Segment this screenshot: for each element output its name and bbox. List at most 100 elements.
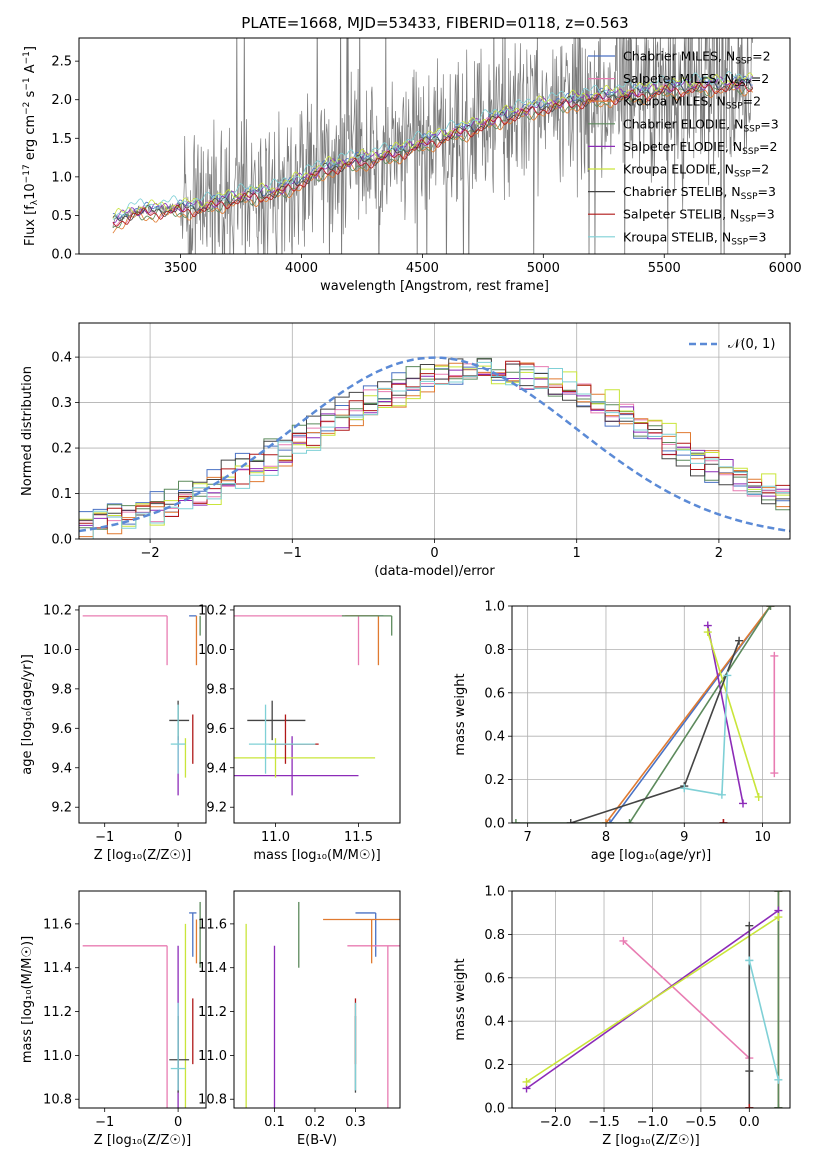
legend-label: Kroupa ELODIE, NSSP=2 [623,162,769,180]
plot-area-age_Z [82,615,201,796]
x-axis-label: (data-model)/error [374,564,495,579]
y-tick-label: 10.0 [43,643,72,658]
model-line [112,72,754,219]
x-axis-label: Z [log₁₀(Z/Z☉)] [602,1133,699,1148]
model-line [112,75,754,224]
x-tick-label: 6000 [769,261,802,276]
y-tick-label: 10.8 [43,1093,72,1108]
x-tick-label: −0.5 [685,1115,717,1130]
x-tick-label: −1 [283,546,302,561]
legend-label: Salpeter ELODIE, NSSP=2 [623,139,777,157]
x-tick-label: 1 [573,546,581,561]
y-tick-label: 9.4 [51,761,72,776]
y-tick-label: 0.2 [484,773,505,788]
x-tick-label: 0.2 [305,1115,326,1130]
panel-residuals: −2 −1 0 1 2 0.0 0.1 0.2 0.3 0.4 (data-model)/error… [20,322,791,579]
ssp-point [723,671,732,680]
y-tick-label: 2.0 [51,93,72,108]
figure-title: PLATE=1668, MJD=53433, FIBERID=0118, z=0… [241,14,628,32]
y-tick-label: 0.8 [484,928,505,943]
x-tick-label: −1 [95,1115,114,1130]
y-tick-label: 1.0 [484,600,505,615]
y-tick-label: 11.2 [43,1005,72,1020]
ssp-weight-line [570,640,740,823]
plot-area-mass_Z [82,901,201,1108]
y-tick-label: 10.0 [198,643,227,658]
axes-frame [78,37,791,255]
y-tick-label: 11.6 [198,917,227,932]
x-tick-label: 0.1 [264,1115,285,1130]
y-tick-label: 0.6 [484,971,505,986]
ssp-point [619,936,628,945]
y-tick-label: 11.0 [198,1049,227,1064]
normal-curve [79,356,790,533]
y-tick-label: 10.2 [43,603,72,618]
plot-area-spectrum [112,38,754,254]
y-axis-label: mass [log₁₀(M/M☉)] [20,936,35,1063]
y-tick-label: 11.6 [43,917,72,932]
x-tick-label: 10 [754,830,771,845]
x-tick-label: −1.0 [637,1115,669,1130]
y-tick-label: 1.0 [484,885,505,900]
y-tick-label: 0.0 [484,817,505,832]
axes-frame [511,605,791,824]
x-tick-label: 11.0 [261,830,290,845]
x-tick-label: −1.5 [588,1115,620,1130]
y-tick-label: 0.3 [51,396,72,411]
y-tick-label: 1.5 [51,132,72,147]
y-tick-label: 0.0 [51,533,72,548]
y-tick-label: 0.8 [484,643,505,658]
x-tick-label: −2.0 [540,1115,572,1130]
x-axis-label: E(B-V) [297,1133,337,1148]
ssp-point [770,769,779,778]
y-tick-label: 9.6 [206,722,227,737]
model-line [112,83,754,234]
legend-label: Kroupa MILES, NSSP=2 [623,94,761,112]
panel-weight_age: 7 8 9 10 0.0 0.2 0.4 0.6 0.8 1.0 age [log₁₀(age/yr… [453,600,791,863]
y-tick-label: 9.8 [206,682,227,697]
ssp-point [754,792,763,801]
ssp-point [745,921,754,930]
panel-weight_Z: −2.0 −1.5 −1.0 −0.5 0.0 0.0 0.2 0.4 0.6 0.8 1.0 Z [… [453,885,791,1148]
axes-frame [233,890,401,1109]
ssp-point [735,636,744,645]
ssp-weight-line [526,916,779,1083]
x-tick-label: 5500 [648,261,681,276]
ssp-weight-line [707,631,760,798]
ssp-weight-line [622,940,750,1059]
y-axis-label: age [log₁₀(age/yr)] [20,654,35,775]
ssp-point [770,651,779,660]
y-tick-label: 10.8 [198,1093,227,1108]
x-tick-label: 2 [715,546,723,561]
y-tick-label: 0.4 [484,1015,505,1030]
y-tick-label: 11.2 [198,1005,227,1020]
x-tick-label: 0.0 [739,1115,760,1130]
plot-area-age_mass [234,615,393,796]
y-tick-label: 0.6 [484,686,505,701]
axes-frame [511,890,791,1109]
x-tick-label: 4500 [406,261,439,276]
legend-label: Kroupa STELIB, NSSP=3 [623,229,767,247]
x-tick-label: 9 [680,830,688,845]
x-axis-label: Z [log₁₀(Z/Z☉)] [94,848,191,863]
y-tick-label: 1.0 [51,170,72,185]
x-axis-label: Z [log₁₀(Z/Z☉)] [94,1133,191,1148]
ssp-point [625,819,634,823]
x-tick-label: 0.3 [345,1115,366,1130]
x-tick-label: 5000 [527,261,560,276]
x-tick-label: 4000 [285,261,318,276]
histogram-step [79,360,790,529]
legend-label: Chabrier ELODIE, NSSP=3 [623,116,779,134]
y-tick-label: 11.0 [43,1049,72,1064]
ssp-point [745,956,754,965]
plot-area-mass_ebv [245,901,400,1108]
y-axis-label: mass weight [453,958,468,1040]
y-tick-label: 0.0 [51,248,72,263]
x-axis-label: age [log₁₀(age/yr)] [591,848,712,863]
y-tick-label: 0.4 [51,351,72,366]
y-tick-label: 9.8 [51,682,72,697]
y-tick-label: 0.0 [484,1102,505,1117]
legend-label: Chabrier MILES, NSSP=2 [623,49,771,67]
ssp-point [774,1104,783,1108]
histogram-step [79,358,790,521]
